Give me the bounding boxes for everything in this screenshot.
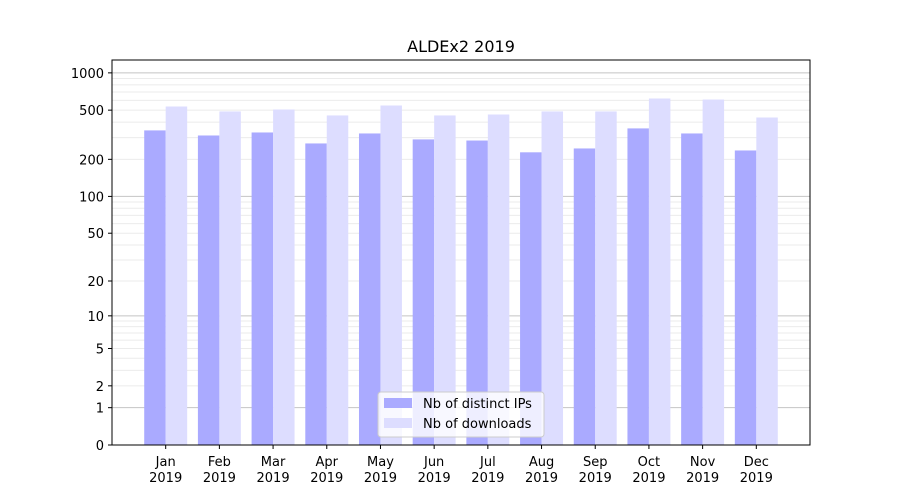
x-tick-label-month: Apr — [316, 455, 339, 470]
bar-downloads — [434, 115, 456, 445]
x-tick-label-month: Nov — [690, 455, 716, 470]
bar-distinct-ips — [305, 143, 327, 445]
x-tick-label-month: Jan — [155, 455, 176, 470]
plot-frame — [111, 59, 811, 446]
bar-downloads — [273, 109, 295, 445]
y-tick-label: 5 — [96, 342, 104, 357]
bar-distinct-ips — [251, 132, 274, 445]
bar-downloads — [487, 114, 510, 445]
y-tick-label: 2 — [96, 380, 104, 395]
x-tick-label-month: Mar — [261, 455, 286, 470]
x-tick-label-month: Jun — [423, 455, 444, 470]
bar-distinct-ips — [358, 133, 381, 445]
x-tick-label-year: 2019 — [149, 471, 182, 486]
bar-downloads — [165, 106, 188, 445]
x-tick-label-year: 2019 — [364, 471, 397, 486]
bar-downloads — [702, 99, 725, 445]
bar-downloads — [380, 105, 402, 445]
legend-label: Nb of distinct IPs — [423, 397, 532, 412]
x-tick-label-month: Oct — [638, 455, 660, 470]
x-tick-label-month: Feb — [208, 455, 231, 470]
y-tick-label: 200 — [79, 153, 104, 168]
y-tick-label: 50 — [87, 227, 104, 242]
x-tick-label-month: May — [367, 455, 394, 470]
x-tick-label-year: 2019 — [310, 471, 343, 486]
y-tick-label: 1 — [96, 402, 104, 417]
x-tick-label-month: Sep — [583, 455, 608, 470]
bar-distinct-ips — [144, 130, 166, 445]
x-tick-label-year: 2019 — [740, 471, 773, 486]
x-axis: Jan2019Feb2019Mar2019Apr2019May2019Jun20… — [149, 445, 773, 486]
legend-label: Nb of downloads — [423, 417, 532, 432]
x-tick-label-year: 2019 — [471, 471, 504, 486]
x-tick-label-year: 2019 — [579, 471, 612, 486]
legend-swatch — [384, 398, 412, 408]
bar-distinct-ips — [197, 135, 220, 445]
bar-downloads — [326, 115, 349, 445]
bar-distinct-ips — [627, 128, 649, 446]
bar-distinct-ips — [412, 139, 435, 445]
bar-distinct-ips — [734, 150, 757, 445]
bar-distinct-ips — [573, 148, 596, 446]
x-tick-label-year: 2019 — [686, 471, 719, 486]
x-tick-label-year: 2019 — [257, 471, 290, 486]
bar-downloads — [595, 111, 617, 445]
x-tick-label-month: Jul — [479, 455, 496, 470]
legend: Nb of distinct IPs Nb of downloads — [377, 391, 545, 438]
x-tick-label-year: 2019 — [525, 471, 558, 486]
x-tick-label-month: Dec — [744, 455, 769, 470]
x-tick-label-year: 2019 — [632, 471, 665, 486]
y-tick-label: 1000 — [71, 67, 104, 82]
bar-distinct-ips — [520, 152, 542, 445]
bars — [144, 98, 778, 446]
legend-box — [377, 391, 545, 438]
bar-downloads — [219, 111, 241, 445]
bar-downloads — [648, 98, 671, 445]
y-tick-label: 500 — [79, 104, 104, 119]
y-tick-label: 100 — [79, 190, 104, 205]
y-tick-label: 10 — [87, 310, 104, 325]
bar-downloads — [756, 117, 778, 445]
bar-distinct-ips — [681, 133, 703, 445]
bar-distinct-ips — [466, 140, 488, 446]
y-tick-label: 0 — [96, 439, 104, 454]
legend-swatch — [384, 418, 412, 428]
chart-title: ALDEx2 2019 — [407, 37, 515, 56]
x-tick-label-month: Aug — [529, 455, 554, 470]
bar-downloads — [541, 111, 564, 445]
x-tick-label-year: 2019 — [203, 471, 236, 486]
y-tick-label: 20 — [87, 275, 104, 290]
x-tick-label-year: 2019 — [418, 471, 451, 486]
y-axis: 0 1 2 5 10 20 50 100 200 500 1000 — [71, 67, 112, 454]
